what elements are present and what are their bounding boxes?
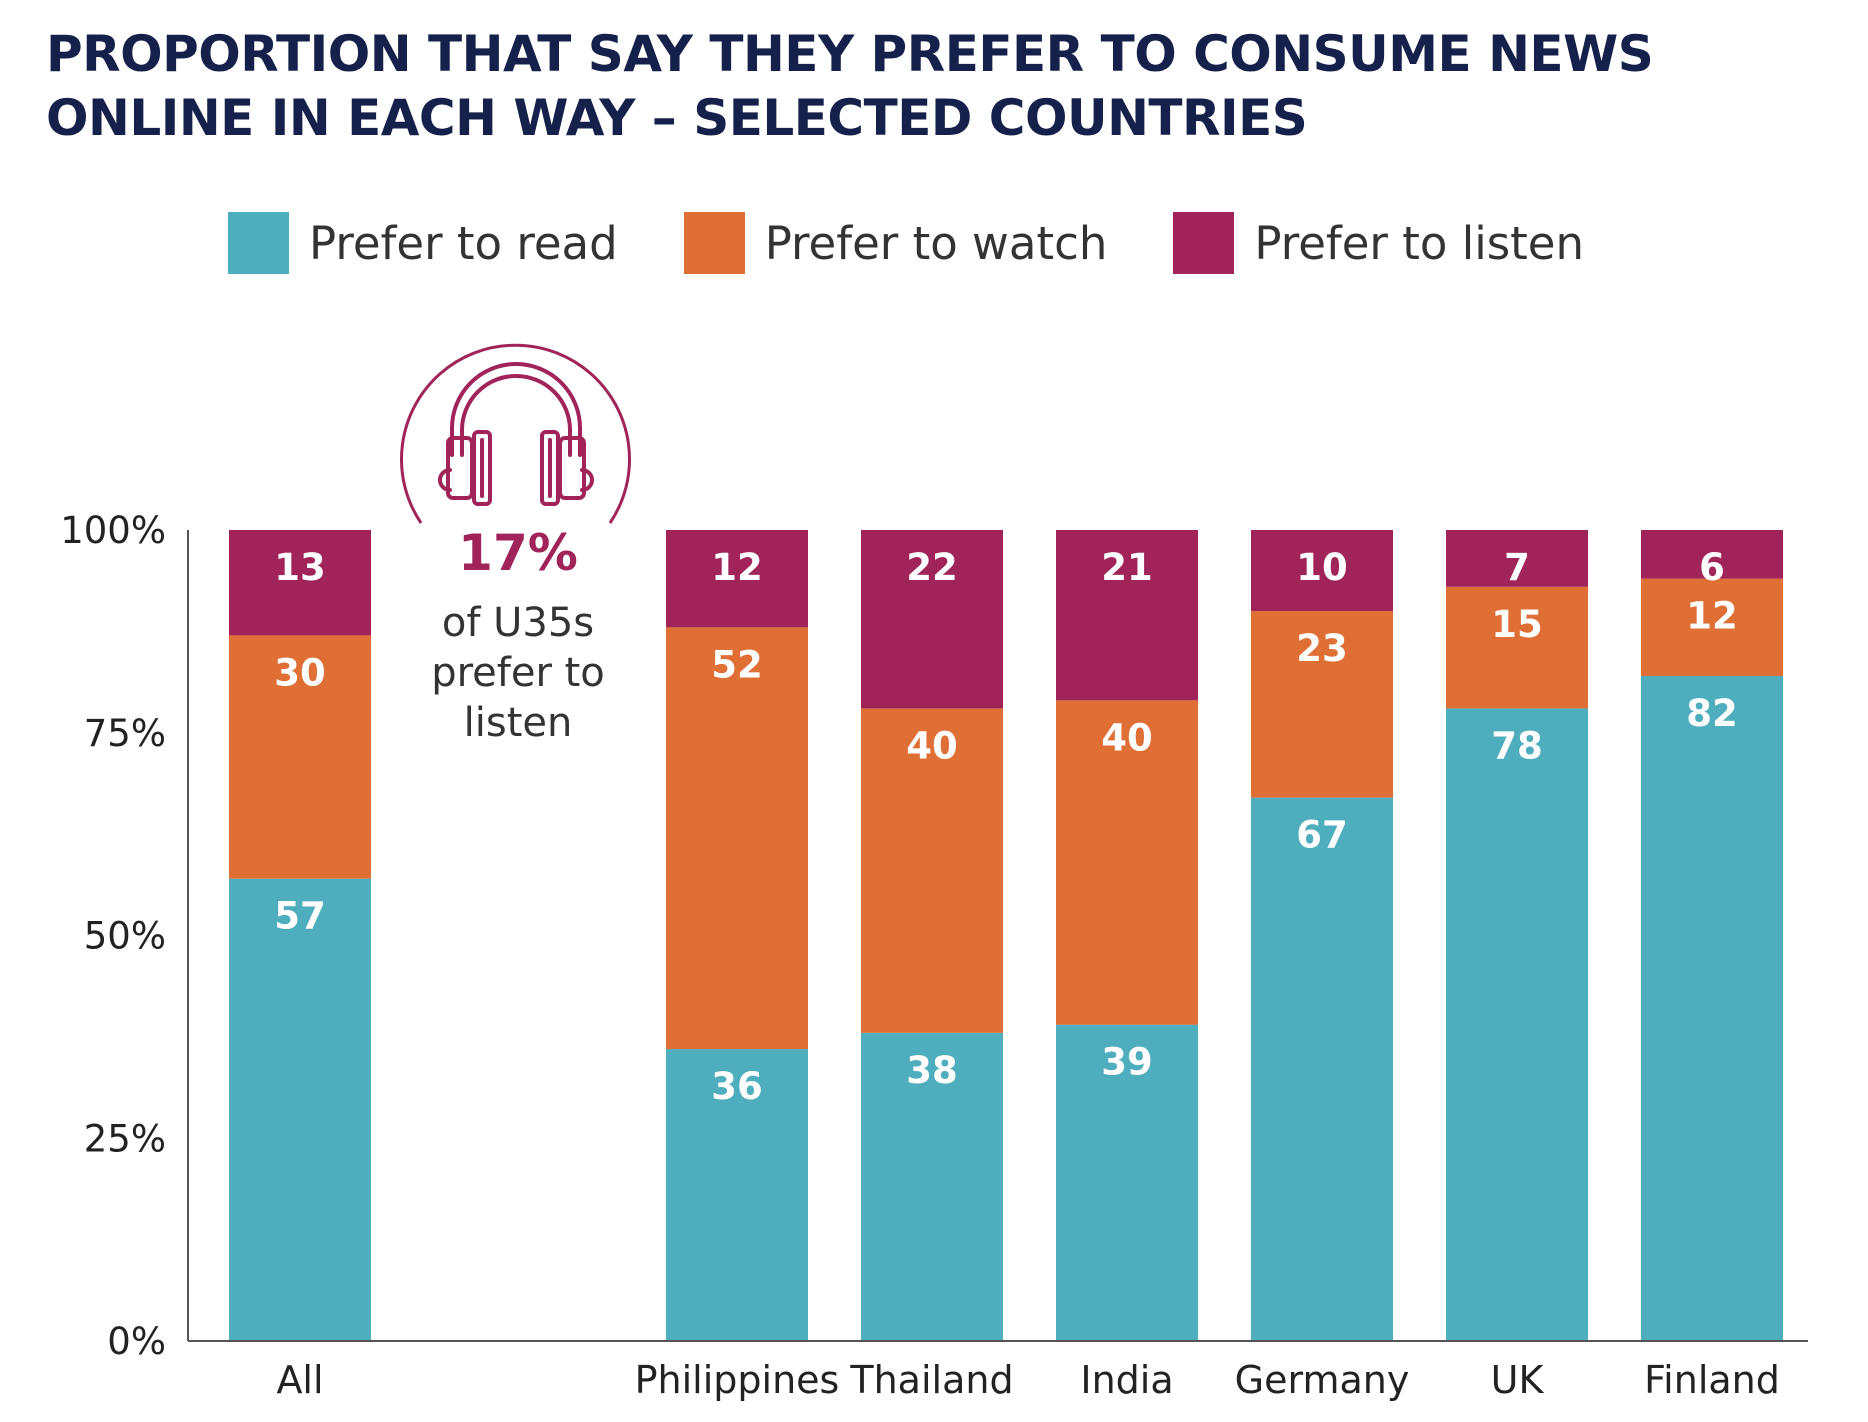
- data-label-read: 57: [274, 895, 326, 938]
- y-tick-label: 75%: [84, 712, 166, 755]
- data-label-listen: 7: [1504, 546, 1530, 589]
- headphones-icon: [438, 362, 594, 506]
- x-tick-label: Germany: [1235, 1358, 1410, 1402]
- bar-segment-watch: [1641, 578, 1783, 676]
- legend-swatch-read: [228, 212, 289, 274]
- bar-segment-read: [1446, 708, 1588, 1341]
- x-tick-label: India: [1080, 1358, 1173, 1402]
- bar-segment-listen: [666, 530, 808, 628]
- callout-text-line-2: prefer to: [431, 650, 605, 696]
- listen-callout: 17% of U35s prefer to listen: [400, 343, 631, 746]
- bar-segment-read: [1056, 1024, 1198, 1341]
- x-axis: All Philippines Thailand India Germany UK Finl…: [188, 1340, 1808, 1402]
- legend-label-read: Prefer to read: [309, 216, 618, 270]
- callout-text-line-1: of U35s: [442, 600, 594, 646]
- y-tick-label: 0%: [107, 1320, 166, 1363]
- legend-swatch-watch: [683, 212, 745, 274]
- bar-segment-listen: [229, 530, 371, 636]
- bar-segment-listen: [1251, 530, 1393, 612]
- callout-text-line-3: listen: [464, 700, 573, 746]
- chart-title: PROPORTION THAT SAY THEY PREFER TO CONSU…: [46, 22, 1846, 150]
- bar-series: 57 30 13 36 52 12 38 40 22 39 40 21 67 23 10 78 15 7 82 12 6: [229, 530, 1783, 1341]
- bar-stack: 78 15 7: [1446, 530, 1588, 1341]
- bar-stack: 82 12 6: [1641, 530, 1783, 1341]
- x-tick-label: Thailand: [849, 1358, 1013, 1402]
- data-label-read: 39: [1101, 1041, 1153, 1084]
- data-label-listen: 12: [711, 546, 763, 589]
- x-tick-label: All: [276, 1358, 323, 1402]
- bar-segment-read: [229, 878, 371, 1341]
- bar-segment-watch: [861, 708, 1003, 1033]
- legend-label-watch: Prefer to watch: [764, 216, 1108, 270]
- legend-swatch-listen: [1173, 212, 1235, 274]
- bar-segment-read: [666, 1049, 808, 1341]
- bar-segment-read: [1251, 797, 1393, 1341]
- bar-stack: 38 40 22: [861, 530, 1003, 1341]
- bar-segment-listen: [1446, 530, 1588, 587]
- data-label-read: 38: [906, 1049, 958, 1092]
- data-label-listen: 21: [1101, 546, 1153, 589]
- data-label-watch: 40: [1101, 716, 1153, 759]
- legend-item-listen: Prefer to listen: [1173, 212, 1584, 274]
- bar-segment-watch: [229, 635, 371, 879]
- data-label-watch: 23: [1296, 627, 1348, 670]
- legend-label-listen: Prefer to listen: [1254, 216, 1585, 270]
- data-label-read: 82: [1686, 692, 1738, 735]
- bar-segment-listen: [861, 530, 1003, 709]
- bar-segment-watch: [1446, 586, 1588, 709]
- data-label-read: 78: [1491, 724, 1543, 767]
- x-tick-label: Finland: [1644, 1358, 1780, 1402]
- bar-stack: 57 30 13: [229, 530, 371, 1341]
- callout-value: 17%: [458, 524, 578, 582]
- data-label-read: 67: [1296, 814, 1348, 857]
- data-label-listen: 10: [1296, 546, 1348, 589]
- x-tick-label: Philippines: [635, 1358, 840, 1402]
- data-label-listen: 13: [274, 546, 326, 589]
- bar-segment-read: [861, 1032, 1003, 1341]
- y-axis: 0% 25% 50% 75% 100%: [60, 509, 189, 1363]
- data-label-read: 36: [711, 1065, 763, 1108]
- bar-segment-listen: [1641, 530, 1783, 579]
- y-tick-label: 50%: [84, 915, 166, 958]
- bar-segment-listen: [1056, 530, 1198, 701]
- data-label-watch: 40: [906, 724, 958, 767]
- data-label-listen: 22: [906, 546, 958, 589]
- y-tick-label: 25%: [84, 1117, 166, 1160]
- bar-stack: 36 52 12: [666, 530, 808, 1341]
- data-label-watch: 15: [1491, 603, 1543, 646]
- y-tick-label: 100%: [60, 509, 166, 552]
- bar-stack: 67 23 10: [1251, 530, 1393, 1341]
- bar-segment-watch: [1251, 611, 1393, 798]
- callout-arc: [400, 343, 631, 524]
- bar-segment-watch: [666, 627, 808, 1050]
- chart-title-line-1: PROPORTION THAT SAY THEY PREFER TO CONSU…: [46, 25, 1654, 83]
- bar-segment-watch: [1056, 700, 1198, 1025]
- data-label-watch: 30: [274, 651, 326, 694]
- data-label-listen: 6: [1699, 546, 1725, 589]
- data-label-watch: 12: [1686, 595, 1738, 638]
- chart-title-line-2: ONLINE IN EACH WAY – SELECTED COUNTRIES: [46, 89, 1308, 147]
- bar-segment-read: [1641, 675, 1783, 1341]
- legend-item-watch: Prefer to watch: [683, 212, 1108, 274]
- bar-stack: 39 40 21: [1056, 530, 1198, 1341]
- legend-item-read: Prefer to read: [228, 212, 618, 274]
- x-tick-label: UK: [1491, 1358, 1545, 1402]
- chart-legend: Prefer to read Prefer to watch Prefer to…: [228, 212, 1650, 274]
- data-label-watch: 52: [711, 643, 763, 686]
